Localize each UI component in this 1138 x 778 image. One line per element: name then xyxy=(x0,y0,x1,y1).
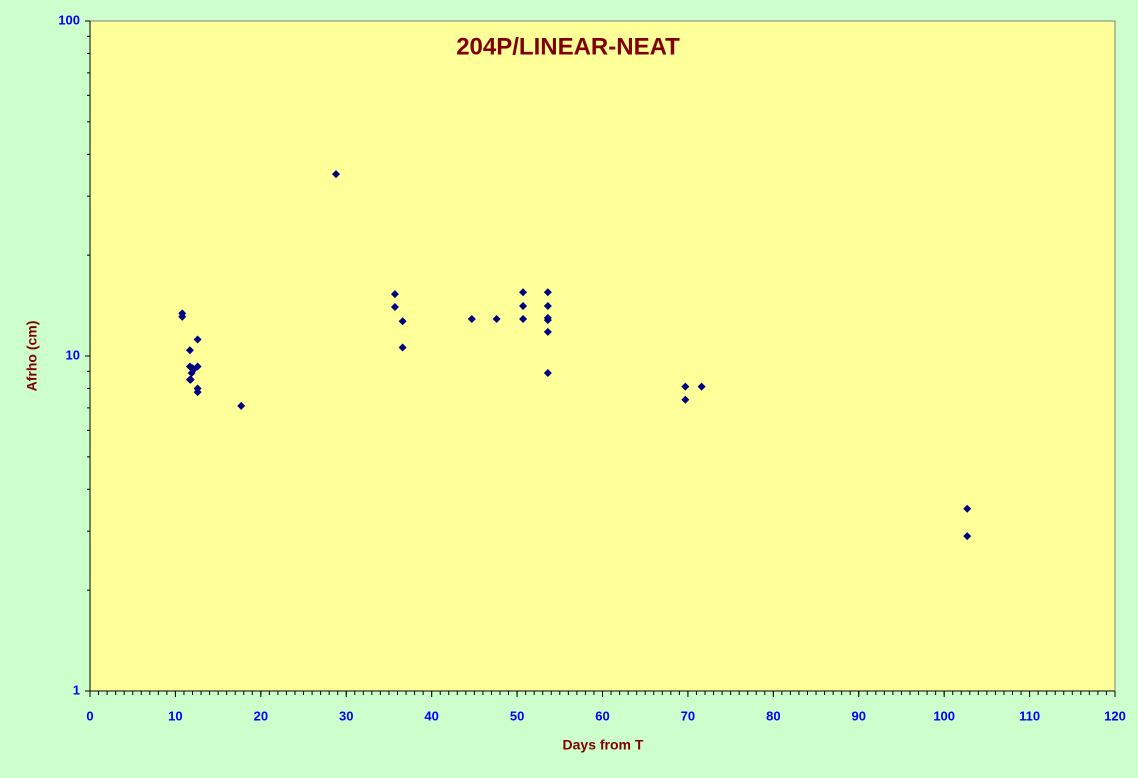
data-point xyxy=(543,288,552,297)
data-point xyxy=(543,368,552,377)
data-point xyxy=(963,504,972,513)
data-point xyxy=(390,303,399,312)
x-tick-label: 20 xyxy=(254,708,268,723)
x-tick-label: 120 xyxy=(1104,708,1126,723)
data-point xyxy=(186,375,195,384)
x-tick-label: 30 xyxy=(339,708,353,723)
x-tick-label: 70 xyxy=(681,708,695,723)
data-point xyxy=(543,302,552,311)
data-point xyxy=(543,327,552,336)
x-axis-label: Days from T xyxy=(563,737,644,753)
data-point xyxy=(519,302,528,311)
data-point xyxy=(398,343,407,352)
x-tick-label: 80 xyxy=(766,708,780,723)
y-tick-label: 10 xyxy=(66,347,80,362)
data-point xyxy=(543,316,552,325)
data-point xyxy=(185,346,194,355)
data-point xyxy=(237,401,246,410)
data-point xyxy=(681,395,690,404)
data-point xyxy=(681,382,690,391)
data-point xyxy=(193,362,202,371)
x-tick-label: 90 xyxy=(852,708,866,723)
data-point xyxy=(390,290,399,299)
data-point xyxy=(332,170,340,179)
data-point xyxy=(187,368,196,377)
x-tick-label: 110 xyxy=(1019,708,1040,723)
y-tick-label: 1 xyxy=(73,682,80,697)
data-point xyxy=(467,314,476,323)
data-point xyxy=(963,532,972,541)
data-point xyxy=(519,314,528,323)
data-point xyxy=(519,288,528,297)
x-tick-label: 0 xyxy=(86,708,93,723)
chart-title: 204P/LINEAR-NEAT xyxy=(456,33,680,60)
x-tick-label: 100 xyxy=(933,708,955,723)
plot-area xyxy=(89,20,1116,692)
x-tick-label: 60 xyxy=(595,708,609,723)
data-point xyxy=(178,312,187,321)
x-tick-label: 40 xyxy=(424,708,438,723)
x-tick-label: 10 xyxy=(168,708,182,723)
x-tick-label: 50 xyxy=(510,708,524,723)
data-point xyxy=(193,388,202,397)
data-point xyxy=(398,317,407,326)
data-point xyxy=(697,382,706,391)
data-point xyxy=(193,335,202,344)
y-tick-label: 100 xyxy=(58,12,80,27)
y-axis-label: Afrho (cm) xyxy=(24,321,40,392)
data-point xyxy=(492,314,501,323)
